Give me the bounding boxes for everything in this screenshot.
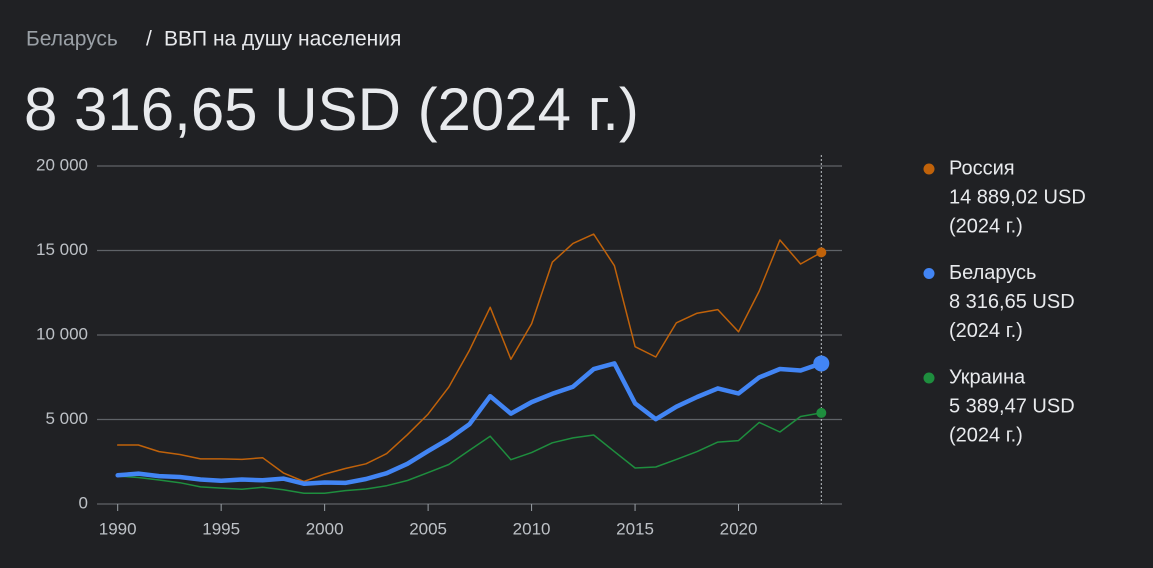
breadcrumb-separator: / (146, 28, 152, 51)
y-tick-label: 5 000 (45, 409, 88, 428)
legend-value: 8 316,65 USD (949, 291, 1075, 313)
legend-dot (923, 268, 935, 279)
series-line (116, 233, 823, 483)
latest-point (816, 247, 827, 258)
y-tick-label: 20 000 (36, 155, 88, 174)
x-tick-label: 1990 (99, 519, 137, 538)
legend-name[interactable]: Беларусь (949, 262, 1036, 284)
legend-period: (2024 г.) (949, 215, 1023, 237)
latest-point (816, 407, 827, 418)
x-tick-label: 2015 (616, 519, 654, 538)
legend-name[interactable]: Россия (949, 157, 1015, 179)
series-line (115, 361, 824, 486)
legend-dot (923, 163, 935, 175)
x-tick-label: 2010 (513, 519, 551, 538)
series-line (116, 412, 823, 494)
breadcrumb-parent[interactable]: Беларусь (26, 28, 118, 51)
y-tick-label: 15 000 (36, 240, 88, 259)
x-tick-label: 1995 (202, 519, 240, 538)
legend-value: 14 889,02 USD (949, 186, 1086, 208)
latest-point (813, 355, 830, 372)
legend-period: (2024 г.) (949, 424, 1023, 446)
headline: 8 316,65 USD (2024 г.) (24, 76, 639, 143)
y-tick-label: 10 000 (36, 324, 88, 343)
legend-period: (2024 г.) (949, 320, 1023, 342)
legend-value: 5 389,47 USD (949, 395, 1075, 417)
x-tick-label: 2005 (409, 519, 447, 538)
x-tick-label: 2020 (720, 519, 758, 538)
y-tick-label: 0 (79, 493, 88, 512)
x-tick-label: 2000 (306, 519, 344, 538)
breadcrumb-current: ВВП на душу населения (164, 28, 401, 51)
legend-name[interactable]: Украина (949, 366, 1026, 388)
legend-dot (923, 372, 935, 384)
